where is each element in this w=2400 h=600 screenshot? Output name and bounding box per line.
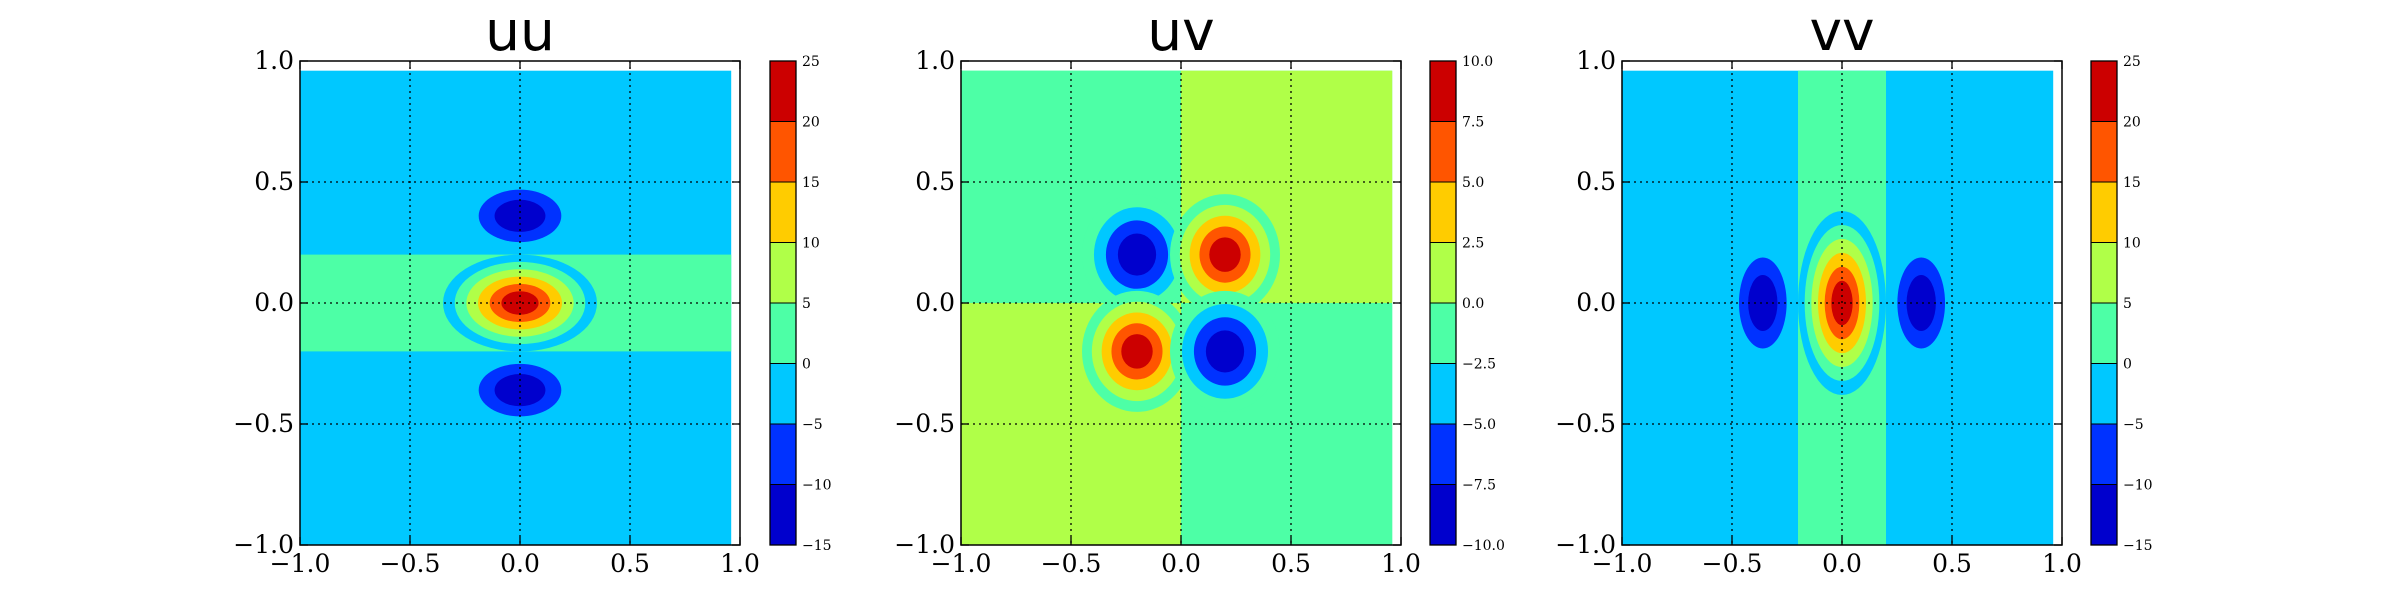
colorbar-tick-label: 15	[802, 175, 820, 191]
colorbar-segment-7	[2091, 61, 2117, 122]
x-tick-label: 0.0	[500, 549, 540, 578]
y-tick-label: 0.5	[254, 167, 294, 196]
colorbar-tick-label: 2.5	[1462, 236, 1484, 252]
y-tick-label: −1.0	[1555, 530, 1616, 559]
y-tick-label: −1.0	[233, 530, 294, 559]
colorbar-tick-label: −5	[2123, 417, 2144, 433]
colorbar-segment-1	[770, 424, 796, 485]
colorbar-segment-0	[2091, 484, 2117, 545]
contour-level-1-4	[1209, 237, 1241, 272]
panel-title: uv	[1147, 0, 1214, 63]
colorbar-tick-label: 7.5	[1462, 115, 1484, 131]
colorbar-segment-1	[1430, 424, 1456, 485]
colorbar-segment-2	[2091, 363, 2117, 424]
colorbar-segment-3	[770, 303, 796, 364]
y-tick-label: −1.0	[894, 530, 955, 559]
colorbar-segment-3	[1430, 303, 1456, 364]
colorbar-tick-label: 0.0	[1462, 296, 1484, 312]
x-tick-label: −1.0	[1592, 549, 1653, 578]
colorbar-tick-label: −5	[802, 417, 823, 433]
colorbar-segment-4	[770, 242, 796, 303]
y-tick-label: 0.5	[915, 167, 955, 196]
contour-level-2-2	[494, 373, 546, 407]
contour-level-2-2	[1906, 275, 1936, 331]
colorbar-tick-label: 20	[802, 115, 820, 131]
y-tick-label: 1.0	[915, 46, 955, 75]
y-tick-label: 0.0	[1576, 288, 1616, 317]
panel-title: vv	[1809, 0, 1874, 63]
colorbar-segment-2	[770, 363, 796, 424]
x-tick-label: 0.5	[1271, 549, 1311, 578]
colorbar-tick-label: −10	[802, 478, 832, 494]
y-tick-label: 1.0	[1576, 46, 1616, 75]
colorbar: −15 −10 −5 0 5 10 15 20 25	[2090, 54, 2153, 554]
colorbar-tick-label: 5	[802, 296, 811, 312]
colorbar-tick-label: −5.0	[1462, 417, 1496, 433]
colorbar-tick-label: −15	[802, 538, 832, 554]
colorbar-segment-6	[1430, 121, 1456, 182]
colorbar-tick-label: 20	[2123, 115, 2141, 131]
x-tick-label: −0.5	[1041, 549, 1102, 578]
colorbar-tick-label: 10	[802, 236, 820, 252]
y-tick-label: −0.5	[894, 409, 955, 438]
contour-level-0-3	[1117, 233, 1157, 276]
contour-level-3-3	[1205, 330, 1245, 373]
x-tick-label: 1.0	[720, 549, 760, 578]
x-tick-label: 0.5	[1932, 549, 1972, 578]
contour-level-1-2	[1748, 275, 1778, 331]
x-tick-label: 0.0	[1161, 549, 1201, 578]
x-tick-label: 1.0	[2042, 549, 2082, 578]
chart-panel-vv: −1.0 −0.5 0.0 0.5 1.0−1.0−0.50.00.51.0 vv−15−…	[1555, 0, 2152, 578]
colorbar-segment-0	[1430, 484, 1456, 545]
x-tick-label: −0.5	[1702, 549, 1763, 578]
colorbar-tick-label: −10	[2123, 478, 2153, 494]
colorbar-segment-6	[2091, 121, 2117, 182]
panel-title: uu	[485, 0, 555, 63]
colorbar-segment-5	[2091, 182, 2117, 243]
x-tick-label: 1.0	[1381, 549, 1421, 578]
colorbar-tick-label: −15	[2123, 538, 2153, 554]
colorbar-segment-6	[770, 121, 796, 182]
colorbar: −15 −10 −5 0 5 10 15 20 25	[769, 54, 832, 554]
colorbar-tick-label: −2.5	[1462, 357, 1496, 373]
colorbar-tick-label: 15	[2123, 175, 2141, 191]
colorbar-segment-0	[770, 484, 796, 545]
colorbar-tick-label: 5.0	[1462, 175, 1484, 191]
y-tick-label: −0.5	[1555, 409, 1616, 438]
y-tick-label: 1.0	[254, 46, 294, 75]
y-tick-label: −0.5	[233, 409, 294, 438]
x-tick-label: −1.0	[931, 549, 992, 578]
colorbar-segment-3	[2091, 303, 2117, 364]
x-tick-label: −1.0	[270, 549, 331, 578]
colorbar-segment-7	[1430, 61, 1456, 122]
colorbar-segment-7	[770, 61, 796, 122]
colorbar-tick-label: −7.5	[1462, 478, 1496, 494]
colorbar-segment-4	[1430, 242, 1456, 303]
x-tick-label: 0.5	[610, 549, 650, 578]
contour-level-2-4	[1121, 334, 1153, 369]
colorbar-tick-label: 10	[2123, 236, 2141, 252]
colorbar-tick-label: 10.0	[1462, 54, 1493, 70]
colorbar-tick-label: 25	[2123, 54, 2141, 70]
colorbar-tick-label: −10.0	[1462, 538, 1505, 554]
colorbar-segment-5	[770, 182, 796, 243]
y-tick-label: 0.5	[1576, 167, 1616, 196]
colorbar-segment-5	[1430, 182, 1456, 243]
y-tick-label: 0.0	[915, 288, 955, 317]
colorbar-segment-2	[1430, 363, 1456, 424]
chart-panel-uv: −1.0 −0.5 0.0 0.5 1.0 −1.0 −0.5 0.0 0.5 1.0 uv −10.…	[894, 0, 1505, 578]
colorbar-tick-label: 0	[2123, 357, 2132, 373]
colorbar-segment-1	[2091, 424, 2117, 485]
x-tick-label: 0.0	[1822, 549, 1862, 578]
colorbar: −10.0 −7.5 −5.0 −2.5 0.0 2.5 5.0 7.5 10.0	[1429, 54, 1505, 554]
colorbar-tick-label: 5	[2123, 296, 2132, 312]
colorbar-tick-label: 0	[802, 357, 811, 373]
chart-panel-uu: −1.0 −0.5 0.0 0.5 1.0−1.0−0.50.00.51.0 uu−15−…	[233, 0, 831, 578]
contour-level-1-2	[494, 199, 546, 233]
colorbar-tick-label: 25	[802, 54, 820, 70]
colorbar-segment-4	[2091, 242, 2117, 303]
y-tick-label: 0.0	[254, 288, 294, 317]
x-tick-label: −0.5	[380, 549, 441, 578]
